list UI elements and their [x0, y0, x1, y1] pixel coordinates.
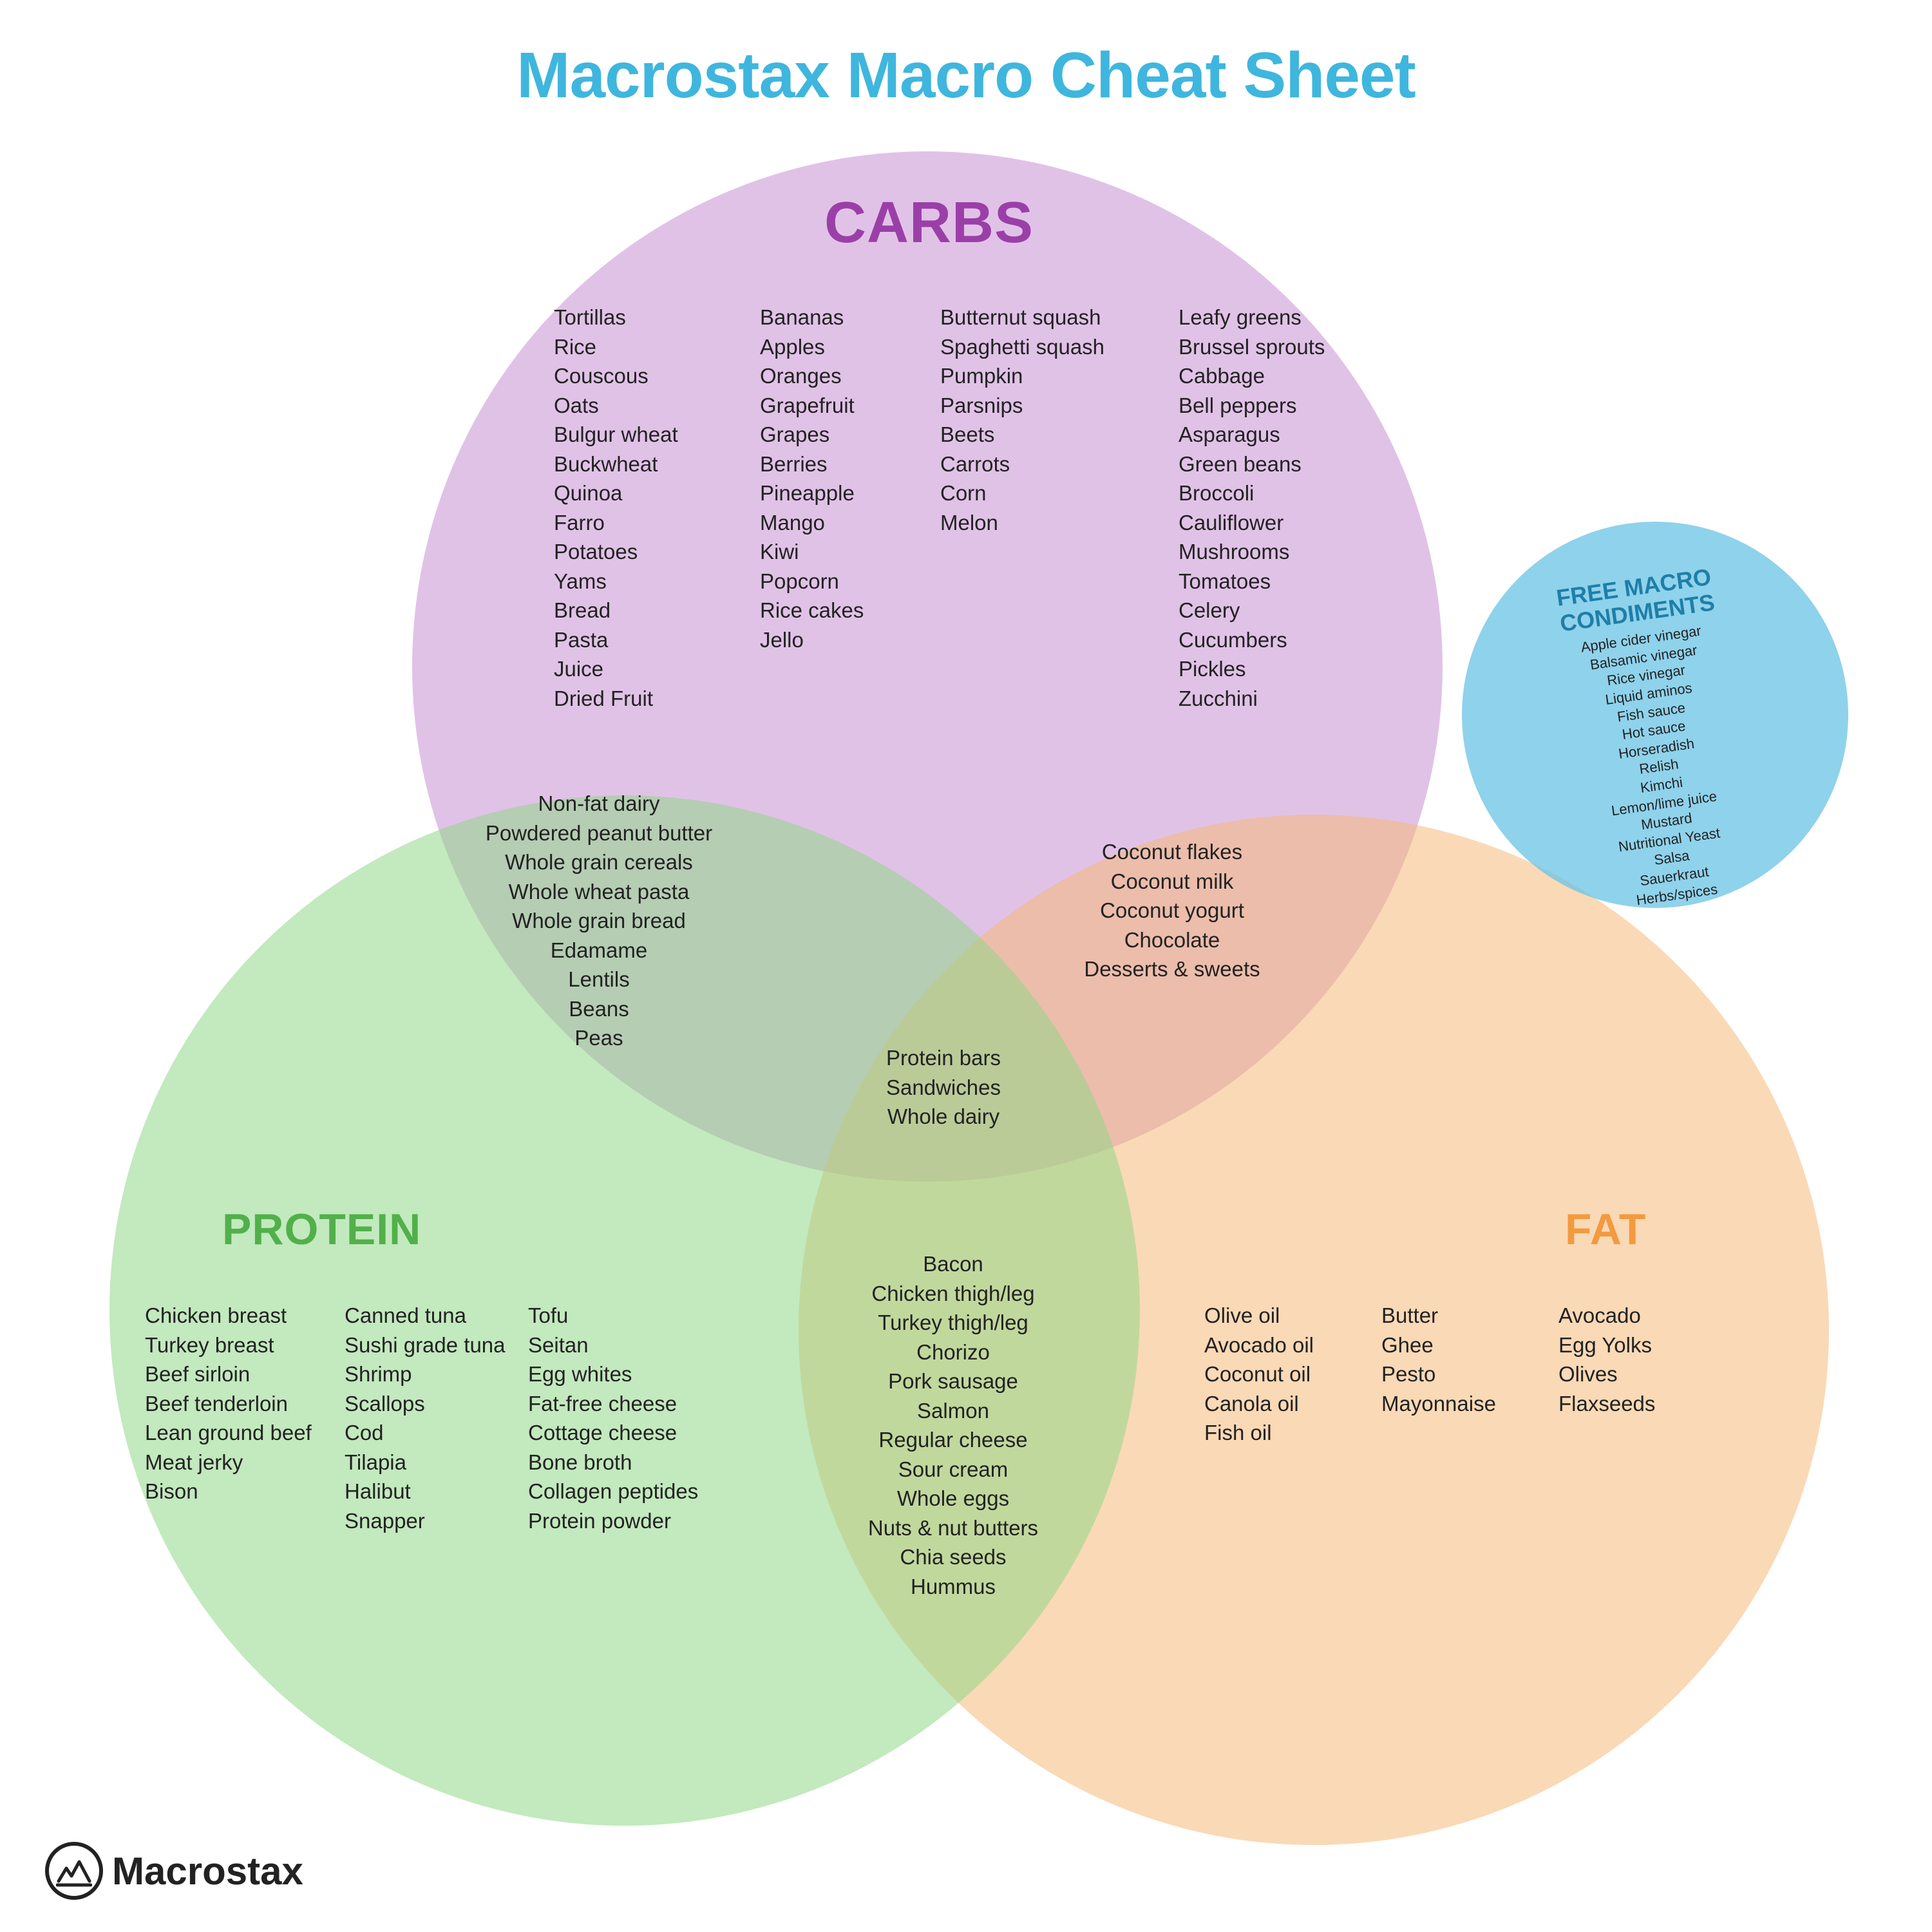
protein-label: PROTEIN — [222, 1204, 421, 1255]
brand-logo: Macrostax — [45, 1842, 303, 1900]
protein-col-3: TofuSeitanEgg whitesFat-free cheeseCotta… — [528, 1301, 721, 1535]
brand-name: Macrostax — [112, 1849, 303, 1893]
all-three-overlap: Protein barsSandwichesWhole dairy — [831, 1043, 1056, 1132]
condiments-content: FREE MACRO CONDIMENTS Apple cider vinega… — [1504, 557, 1806, 922]
carbs-col-3: Butternut squashSpaghetti squashPumpkinP… — [940, 303, 1159, 537]
fat-col-2: ButterGheePestoMayonnaise — [1381, 1301, 1542, 1418]
carbs-col-2: BananasApplesOrangesGrapefruitGrapesBerr… — [760, 303, 927, 654]
protein-fat-overlap: BaconChicken thigh/legTurkey thigh/legCh… — [824, 1249, 1082, 1601]
fat-col-3: AvocadoEgg YolksOlivesFlaxseeds — [1558, 1301, 1719, 1418]
brand-logo-icon — [45, 1842, 103, 1900]
carbs-col-1: TortillasRiceCouscousOatsBulgur wheatBuc… — [554, 303, 741, 713]
carbs-col-4: Leafy greensBrussel sproutsCabbageBell p… — [1179, 303, 1372, 713]
carbs-fat-overlap: Coconut flakesCoconut milkCoconut yogurt… — [1043, 837, 1301, 984]
carbs-protein-overlap: Non-fat dairyPowdered peanut butterWhole… — [438, 789, 760, 1053]
protein-col-1: Chicken breastTurkey breastBeef sirloinB… — [145, 1301, 332, 1506]
fat-col-1: Olive oilAvocado oilCoconut oilCanola oi… — [1204, 1301, 1365, 1448]
carbs-label: CARBS — [824, 190, 1034, 256]
protein-col-2: Canned tunaSushi grade tunaShrimpScallop… — [345, 1301, 512, 1535]
fat-label: FAT — [1565, 1204, 1646, 1255]
page-title: Macrostax Macro Cheat Sheet — [0, 39, 1932, 113]
condiments-list: Apple cider vinegarBalsamic vinegarRice … — [1512, 612, 1806, 922]
